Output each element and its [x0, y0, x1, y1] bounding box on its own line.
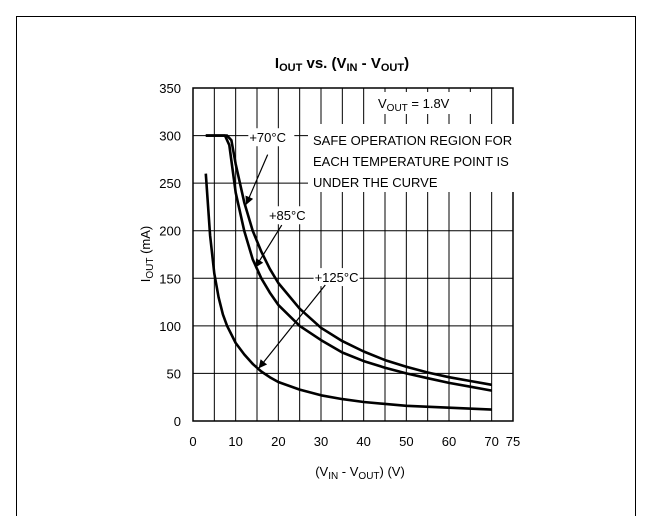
note-line-3: UNDER THE CURVE	[313, 175, 438, 190]
x-tick-label: 40	[356, 434, 370, 449]
x-tick-label: 30	[314, 434, 328, 449]
x-ticks: 0 10 20 30 40 50 60 70 75	[189, 434, 520, 449]
x-tick-label: 20	[271, 434, 285, 449]
y-tick-label: 50	[167, 366, 181, 381]
series-group	[204, 134, 492, 411]
y-tick-label: 200	[159, 224, 181, 239]
series-line-3	[204, 173, 492, 411]
note-background	[308, 124, 526, 192]
x-tick-label: 10	[228, 434, 242, 449]
note-line-1: SAFE OPERATION REGION FOR	[313, 133, 512, 148]
x-axis-label: (VIN - VOUT) (V)	[315, 464, 405, 482]
series-line-2	[205, 134, 492, 392]
series-label: +70°C	[249, 130, 286, 145]
series-label-background	[248, 128, 295, 147]
series-label-arrow	[245, 154, 269, 205]
vout-label: VOUT = 1.8V	[378, 96, 450, 114]
series-label-arrow	[258, 284, 326, 369]
series-line-1	[205, 134, 492, 387]
y-axis-label: IOUT (mA)	[138, 226, 156, 283]
y-tick-label: 150	[159, 271, 181, 286]
plot-area-border	[192, 87, 514, 422]
series-label: +85°C	[269, 208, 306, 223]
x-tick-label: 75	[506, 434, 520, 449]
y-tick-label: 350	[159, 81, 181, 96]
x-tick-label: 50	[399, 434, 413, 449]
y-tick-label: 250	[159, 176, 181, 191]
series-label-background	[313, 268, 360, 287]
vout-background	[372, 92, 472, 114]
x-tick-label: 0	[189, 434, 196, 449]
y-ticks: 0 50 100 150 200 250 300 350	[159, 81, 181, 429]
chart-title: IOUT vs. (VIN - VOUT)	[275, 55, 409, 74]
series-label: +125°C	[315, 270, 359, 285]
y-tick-label: 300	[159, 129, 181, 144]
note-line-2: EACH TEMPERATURE POINT IS	[313, 154, 509, 169]
series-label-arrow	[255, 224, 283, 268]
x-tick-label: 70	[484, 434, 498, 449]
series-labels: +70°C +85°C +125°C	[245, 128, 360, 369]
chart-frame	[16, 16, 636, 516]
y-tick-label: 100	[159, 319, 181, 334]
x-tick-label: 60	[442, 434, 456, 449]
y-tick-label: 0	[174, 414, 181, 429]
series-label-background	[267, 206, 314, 225]
